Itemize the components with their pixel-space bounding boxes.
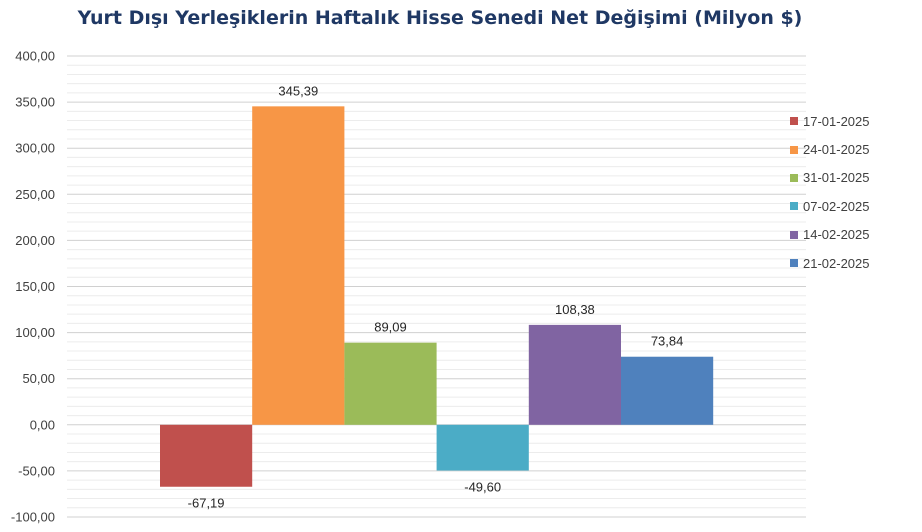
legend: 17-01-2025 24-01-2025 31-01-2025 07-02-2025… [790, 107, 870, 277]
y-tick-label: 350,00 [15, 95, 55, 110]
data-labels: -67,19 345,39 89,09 -49,60 108,38 73,84 [188, 83, 684, 510]
legend-label: 07-02-2025 [803, 198, 870, 214]
legend-swatch [790, 202, 798, 211]
data-label-17-01-2025: -67,19 [188, 496, 225, 511]
legend-swatch [790, 230, 798, 239]
legend-label: 14-02-2025 [803, 227, 870, 243]
data-label-14-02-2025: 108,38 [555, 302, 595, 317]
legend-swatch [790, 145, 798, 154]
data-label-24-01-2025: 345,39 [278, 83, 318, 98]
data-label-31-01-2025: 89,09 [374, 320, 407, 335]
legend-label: 21-02-2025 [803, 255, 870, 271]
legend-item: 31-01-2025 [790, 164, 870, 192]
y-tick-label: 250,00 [15, 187, 55, 202]
y-tick-label: 150,00 [15, 279, 55, 294]
bars [160, 106, 714, 487]
chart-title: Yurt Dışı Yerleşiklerin Haftalık Hisse S… [77, 7, 803, 29]
legend-item: 07-02-2025 [790, 192, 870, 220]
bar-14-02-2025 [528, 324, 621, 425]
y-axis-ticks: 400,00 350,00 300,00 250,00 200,00 150,00 100,… [11, 49, 55, 525]
legend-item: 21-02-2025 [790, 249, 870, 277]
y-tick-label: -100,00 [11, 510, 55, 525]
y-tick-label: -50,00 [18, 463, 55, 478]
y-tick-label: 400,00 [15, 49, 55, 64]
bar-21-02-2025 [621, 356, 714, 425]
y-tick-label: 200,00 [15, 233, 55, 248]
legend-item: 24-01-2025 [790, 135, 870, 163]
legend-label: 24-01-2025 [803, 142, 870, 158]
y-tick-label: 300,00 [15, 141, 55, 156]
bar-24-01-2025 [252, 106, 345, 425]
y-tick-label: 0,00 [30, 417, 55, 432]
bar-07-02-2025 [436, 424, 529, 471]
legend-item: 14-02-2025 [790, 221, 870, 249]
data-label-07-02-2025: -49,60 [464, 480, 501, 495]
y-tick-label: 50,00 [22, 371, 55, 386]
legend-swatch [790, 117, 798, 126]
bar-17-01-2025 [160, 424, 253, 487]
legend-item: 17-01-2025 [790, 107, 870, 135]
legend-swatch [790, 173, 798, 182]
data-label-21-02-2025: 73,84 [651, 334, 684, 349]
legend-label: 31-01-2025 [803, 170, 870, 186]
legend-label: 17-01-2025 [803, 113, 870, 129]
y-tick-label: 100,00 [15, 325, 55, 340]
legend-swatch [790, 259, 798, 268]
bar-31-01-2025 [344, 342, 437, 425]
